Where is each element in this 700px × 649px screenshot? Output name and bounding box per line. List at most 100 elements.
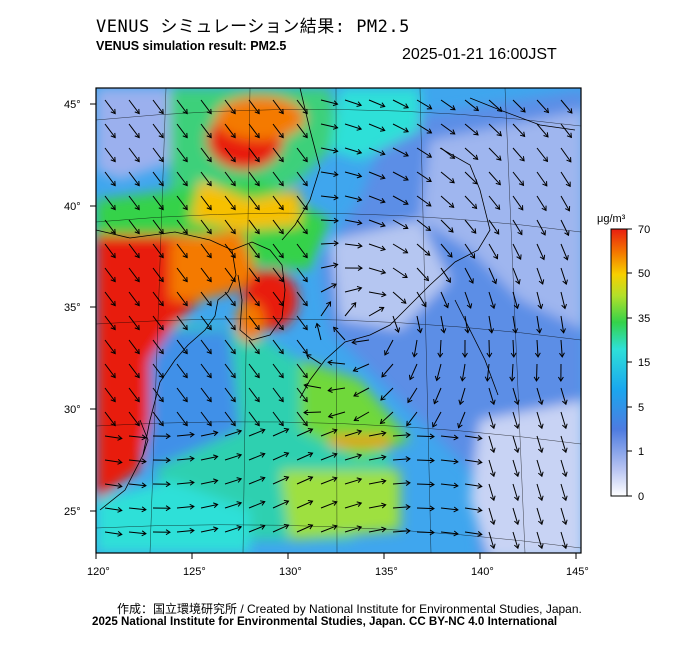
wind-arrow: [433, 387, 442, 404]
wind-arrow-head: [260, 524, 266, 530]
wind-arrow: [152, 339, 164, 354]
wind-arrow-head: [278, 156, 284, 163]
wind-arrow-head: [514, 423, 520, 430]
wind-arrow-head: [182, 204, 188, 211]
wind-arrow-head: [230, 132, 236, 139]
wind-arrow: [320, 429, 338, 437]
wind-arrow-head: [356, 101, 363, 107]
wind-arrow: [536, 339, 539, 357]
wind-arrow-head: [182, 348, 188, 355]
wind-arrow-head: [254, 348, 260, 355]
wind-arrow-head: [405, 480, 411, 486]
wind-arrow: [248, 267, 260, 282]
wind-arrow: [368, 307, 384, 317]
lat-tick-label: 40°: [64, 201, 81, 213]
wind-arrow: [512, 459, 519, 477]
wind-arrow: [248, 243, 260, 258]
wind-arrow-head: [117, 483, 123, 489]
wind-arrow: [176, 171, 188, 186]
wind-arrow: [176, 481, 194, 485]
wind-arrow: [200, 147, 212, 162]
wind-arrow: [104, 387, 116, 402]
wind-arrow-head: [182, 420, 188, 427]
wind-arrow-head: [134, 372, 140, 379]
wind-arrow: [248, 525, 265, 533]
colorbar-gradient: [610, 228, 628, 497]
wind-arrow-head: [134, 276, 140, 283]
wind-arrow: [464, 99, 479, 111]
wind-arrow: [488, 315, 493, 333]
wind-arrow: [560, 291, 566, 309]
wind-arrow-head: [538, 471, 544, 478]
wind-arrow-head: [230, 324, 236, 331]
wind-arrow-head: [134, 324, 140, 331]
wind-arrow: [152, 291, 164, 306]
wind-arrow: [176, 291, 188, 306]
wind-arrow: [328, 387, 346, 392]
wind-arrow-head: [537, 303, 544, 310]
wind-arrow: [536, 147, 548, 162]
wind-arrow-head: [509, 376, 516, 382]
wind-arrow: [296, 267, 308, 282]
wind-arrow-head: [434, 375, 441, 382]
wind-arrow: [512, 483, 519, 501]
wind-arrow-head: [566, 157, 572, 163]
wind-arrow-head: [182, 180, 188, 187]
wind-arrow-head: [236, 477, 243, 483]
wind-arrow: [104, 219, 116, 234]
wind-arrow-head: [543, 132, 549, 138]
wind-arrow-head: [110, 180, 116, 187]
wind-arrow-head: [357, 242, 363, 249]
wind-arrow-head: [283, 427, 290, 434]
wind-arrow-head: [379, 126, 386, 132]
wind-arrow-head: [326, 301, 332, 307]
wind-arrow-head: [230, 300, 236, 307]
wind-arrow-head: [453, 506, 459, 513]
wind-arrow-head: [332, 500, 338, 506]
wind-arrow-head: [302, 252, 308, 259]
wind-arrow-head: [457, 422, 463, 429]
wind-arrow-head: [563, 254, 569, 261]
wind-arrow: [344, 243, 362, 247]
wind-arrow: [224, 147, 236, 162]
wind-arrow: [488, 219, 500, 235]
lat-tick-label: 25°: [64, 506, 81, 518]
wind-arrow: [407, 387, 418, 403]
wind-arrow: [354, 411, 370, 421]
wind-arrow-head: [490, 543, 496, 550]
wind-arrow: [320, 242, 339, 245]
wind-arrow: [536, 387, 543, 405]
wind-arrow-head: [254, 204, 260, 211]
wind-arrow-head: [182, 396, 188, 403]
wind-arrow: [176, 505, 194, 509]
wind-arrow-head: [353, 416, 360, 422]
wind-arrow-head: [379, 418, 386, 425]
wind-arrow-head: [206, 372, 212, 379]
wind-arrow-head: [332, 476, 338, 482]
wind-arrow: [296, 363, 308, 378]
wind-arrow: [440, 147, 455, 159]
wind-arrow: [368, 99, 385, 107]
title-japanese: VENUS シミュレーション結果: PM2.5: [96, 17, 410, 37]
wind-arrow: [320, 453, 338, 461]
wind-arrow: [152, 195, 164, 210]
wind-arrow: [272, 339, 284, 354]
wind-arrow: [464, 531, 482, 535]
wind-arrow-head: [206, 300, 212, 307]
wind-arrow: [200, 315, 212, 330]
wind-arrow-head: [566, 132, 572, 139]
wind-arrow: [464, 459, 482, 463]
wind-arrow: [440, 435, 458, 439]
wind-arrow: [381, 363, 394, 378]
wind-arrow-head: [302, 180, 308, 187]
wind-arrow: [176, 457, 194, 461]
wind-arrow: [440, 99, 456, 111]
wind-arrow: [416, 315, 422, 333]
wind-arrow: [296, 219, 308, 234]
wind-arrow-head: [230, 252, 236, 259]
wind-arrow: [128, 435, 146, 439]
wind-arrow: [200, 171, 212, 186]
wind-arrow-head: [332, 428, 338, 434]
wind-arrow-head: [278, 300, 284, 307]
wind-arrow-head: [429, 505, 435, 512]
